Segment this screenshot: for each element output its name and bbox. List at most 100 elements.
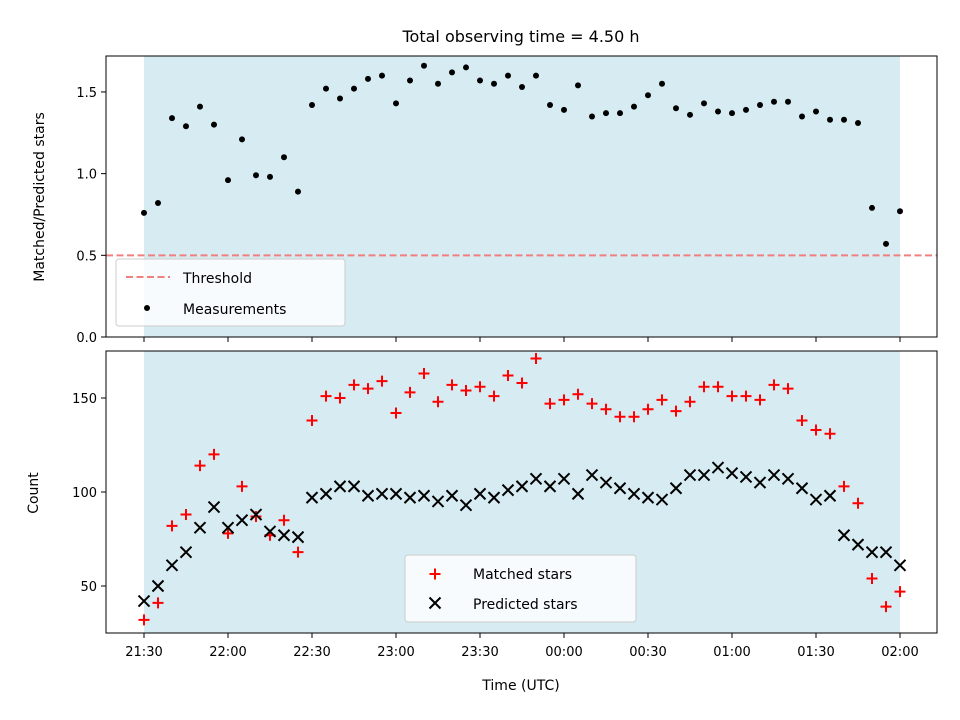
- predicted-star-point: [487, 491, 501, 504]
- measurement-point: [869, 204, 875, 211]
- predicted-star-point: [207, 500, 221, 514]
- matched-star-point: [544, 398, 556, 410]
- predicted-star-point: [655, 493, 669, 506]
- measurement-point: [281, 154, 287, 161]
- matched-star-point: [740, 390, 752, 402]
- predicted-star-point: [333, 480, 347, 493]
- matched-star-point: [628, 411, 640, 423]
- y-tick-label: 100: [72, 486, 97, 501]
- measurement-point: [547, 102, 553, 109]
- predicted-star-point: [235, 513, 249, 527]
- predicted-star-point: [361, 489, 375, 502]
- measurement-point: [785, 98, 791, 105]
- matched-star-point: [502, 369, 514, 381]
- x-tick-label: 22:30: [293, 645, 330, 660]
- legend: Matched stars Predicted stars: [404, 554, 637, 623]
- measurement-point: [589, 113, 595, 120]
- x-tick-label: 00:30: [629, 645, 666, 660]
- predicted-star-point: [291, 530, 305, 544]
- matched-star-point: [768, 379, 780, 391]
- x-tick-label: 21:30: [125, 645, 162, 660]
- measurement-point: [211, 121, 217, 128]
- matched-star-point: [194, 460, 206, 472]
- predicted-star-point: [725, 466, 739, 480]
- measurement-point: [561, 106, 567, 113]
- legend-threshold-label: Threshold: [182, 271, 252, 287]
- matched-star-point: [306, 415, 318, 427]
- measurement-point: [141, 209, 147, 216]
- x-tick-label: 02:00: [881, 645, 918, 660]
- predicted-star-point: [151, 579, 165, 593]
- measurement-point: [155, 200, 161, 207]
- matched-star-point: [572, 388, 584, 400]
- matched-star-point: [446, 379, 458, 391]
- predicted-star-point: [627, 487, 641, 501]
- matched-star-point: [376, 375, 388, 387]
- measurement-point: [225, 177, 231, 184]
- measurement-point: [183, 123, 189, 130]
- measurement-point: [463, 64, 469, 71]
- predicted-star-point: [179, 545, 193, 559]
- measurement-point: [421, 62, 427, 69]
- matched-star-point: [684, 396, 696, 408]
- predicted-star-point: [893, 559, 907, 572]
- y-tick-label: 150: [72, 392, 97, 407]
- measurement-point: [365, 75, 371, 82]
- predicted-star-point: [683, 468, 697, 482]
- legend-matched-swatch: [429, 568, 441, 580]
- predicted-star-point: [375, 487, 389, 501]
- measurement-point: [393, 100, 399, 107]
- matched-star-point: [824, 428, 836, 440]
- legend: Threshold Measurements: [115, 258, 346, 327]
- measurement-point: [813, 108, 819, 115]
- matched-star-point: [362, 383, 374, 395]
- matched-star-point: [698, 381, 710, 393]
- predicted-star-point: [137, 594, 151, 608]
- predicted-star-point: [193, 521, 207, 534]
- top-y-axis-label: Matched/Predicted stars: [32, 112, 48, 282]
- predicted-star-point: [417, 489, 431, 502]
- x-tick-label: 23:30: [461, 645, 498, 660]
- matched-star-point: [236, 480, 248, 492]
- measurement-point: [267, 173, 273, 180]
- predicted-star-point: [599, 476, 613, 489]
- matched-star-point: [838, 480, 850, 492]
- matched-star-point: [250, 510, 262, 522]
- matched-star-point: [404, 386, 416, 398]
- bottom-panel: 50 100 150 21:30 22:00 22:30 23:00 23:30 00:00 00…: [72, 350, 938, 660]
- matched-star-point: [390, 407, 402, 419]
- measurement-point: [435, 80, 441, 87]
- x-tick-label: 22:00: [209, 645, 246, 660]
- predicted-star-point: [879, 545, 893, 559]
- matched-star-point: [138, 614, 150, 626]
- legend-matched-label: Matched stars: [473, 567, 572, 583]
- predicted-star-point: [865, 545, 879, 559]
- matched-star-point: [348, 379, 360, 391]
- legend-predicted-label: Predicted stars: [473, 597, 578, 613]
- measurement-point: [841, 116, 847, 123]
- matched-star-point: [880, 601, 892, 613]
- top-panel: 0.0 0.5 1.0 1.5 Threshold Measurements: [76, 55, 938, 346]
- predicted-star-point: [767, 468, 781, 482]
- measurement-point: [715, 108, 721, 115]
- measurement-point: [449, 69, 455, 76]
- measurement-point: [897, 208, 903, 215]
- matched-star-point: [432, 396, 444, 408]
- matched-star-point: [208, 448, 220, 460]
- measurement-point: [519, 84, 525, 91]
- y-tick-label: 1.0: [76, 168, 97, 183]
- measurement-point: [673, 105, 679, 112]
- measurement-point: [757, 102, 763, 109]
- matched-star-point: [180, 509, 192, 521]
- predicted-star-point: [613, 482, 627, 495]
- measurement-point: [659, 80, 665, 87]
- measurement-point: [729, 110, 735, 117]
- measurement-point: [883, 240, 889, 247]
- measurement-point: [295, 188, 301, 195]
- x-tick-label: 01:30: [797, 645, 834, 660]
- predicted-star-point: [515, 480, 529, 493]
- y-tick-label: 0.0: [76, 331, 97, 346]
- legend-box: [404, 554, 637, 623]
- matched-star-point: [894, 586, 906, 598]
